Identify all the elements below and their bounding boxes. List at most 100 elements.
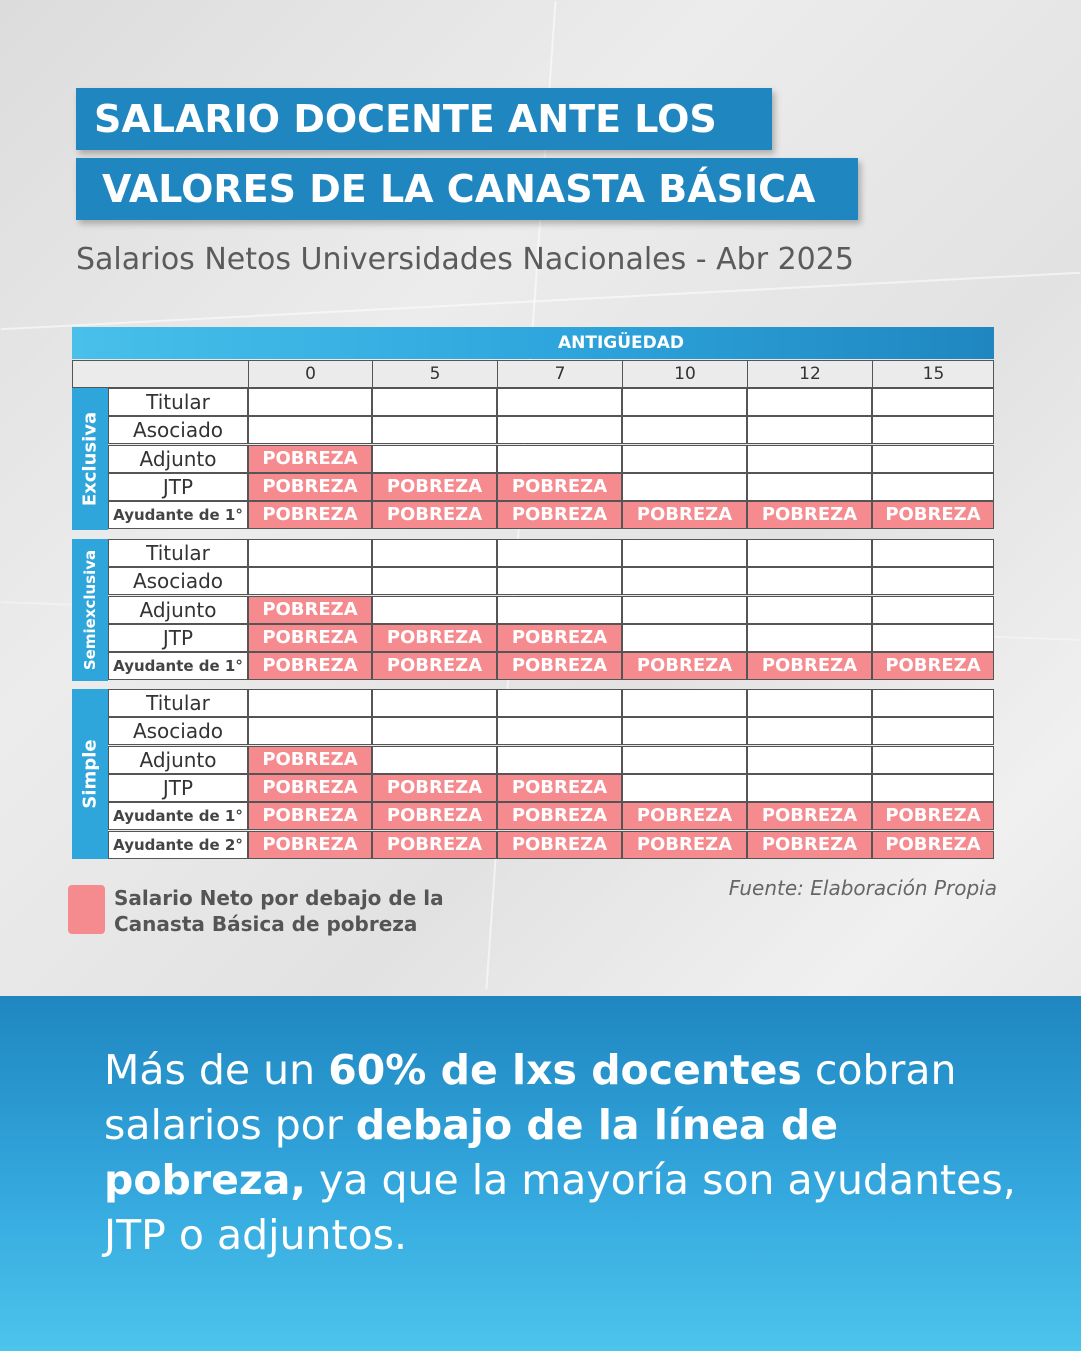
- group-label-simple: Simple: [72, 689, 108, 859]
- legend-text: Salario Neto por debajo de la Canasta Bá…: [114, 886, 444, 936]
- table-cell: [248, 539, 372, 567]
- table-row: Ayudante de 1° POBREZA POBREZA POBREZA POBRE…: [108, 501, 994, 530]
- poverty-cell: POBREZA: [372, 501, 497, 530]
- row-label: Asociado: [108, 416, 248, 445]
- table-cell: [622, 444, 747, 473]
- group-semiexclusiva: Semiexclusiva Titular Asociado Adjunto POBRE…: [72, 539, 994, 681]
- message-text: Más de un: [104, 1046, 329, 1094]
- table-cell: [372, 717, 497, 746]
- table-cell: [872, 539, 994, 567]
- poverty-cell: POBREZA: [747, 652, 872, 681]
- table-row: Adjunto POBREZA: [108, 444, 994, 473]
- table-cell: [872, 567, 994, 596]
- poverty-cell: POBREZA: [872, 652, 994, 681]
- table-cell: [622, 717, 747, 746]
- table-cell: [747, 567, 872, 596]
- table-cell: [872, 773, 994, 802]
- poverty-cell: POBREZA: [497, 773, 622, 802]
- poverty-cell: POBREZA: [497, 802, 622, 831]
- table-row: Adjunto POBREZA: [108, 745, 994, 774]
- poverty-cell: POBREZA: [248, 595, 372, 624]
- column-header-0: 0: [248, 361, 372, 387]
- table-cell: [622, 416, 747, 445]
- message-text: cobran salarios por: [104, 1046, 957, 1149]
- table-cell: [872, 388, 994, 416]
- table-cell: [747, 388, 872, 416]
- table-cell: [622, 773, 747, 802]
- table-cell: [622, 745, 747, 774]
- group-exclusiva: Exclusiva Titular Asociado Adjunto POBREZA JT…: [72, 388, 994, 530]
- table-row: Ayudante de 1° POBREZA POBREZA POBREZA POBRE…: [108, 802, 994, 831]
- table-cell: [497, 388, 622, 416]
- table-cell: [747, 773, 872, 802]
- poverty-cell: POBREZA: [622, 830, 747, 859]
- row-label: Ayudante de 1°: [108, 652, 248, 681]
- table-cell: [497, 416, 622, 445]
- poverty-cell: POBREZA: [248, 472, 372, 501]
- group-label-exclusiva: Exclusiva: [72, 388, 108, 530]
- table-cell: [872, 595, 994, 624]
- poverty-cell: POBREZA: [872, 802, 994, 831]
- group-simple: Simple Titular Asociado Adjunto POBREZA JTP PO…: [72, 689, 994, 859]
- table-cell: [872, 472, 994, 501]
- table-row: Ayudante de 2° POBREZA POBREZA POBREZA POBRE…: [108, 830, 994, 859]
- table-row: Adjunto POBREZA: [108, 595, 994, 624]
- table-cell: [622, 689, 747, 717]
- table-cell: [622, 567, 747, 596]
- table-cell: [872, 745, 994, 774]
- column-header-10: 10: [622, 361, 747, 387]
- poverty-cell: POBREZA: [248, 830, 372, 859]
- poverty-cell: POBREZA: [372, 652, 497, 681]
- table-row: Asociado: [108, 717, 994, 746]
- column-header-7: 7: [497, 361, 622, 387]
- poverty-cell: POBREZA: [372, 623, 497, 652]
- table-cell: [248, 388, 372, 416]
- table-cell: [372, 595, 497, 624]
- table-row: Asociado: [108, 416, 994, 445]
- row-label: Ayudante de 1°: [108, 501, 248, 530]
- table-cell: [872, 689, 994, 717]
- message-emphasis: debajo de la línea de pobreza,: [104, 1101, 839, 1204]
- antiguedad-header: ANTIGÜEDAD: [72, 327, 994, 359]
- poverty-cell: POBREZA: [872, 830, 994, 859]
- table-cell: [248, 416, 372, 445]
- row-label: JTP: [108, 623, 248, 652]
- row-label: JTP: [108, 472, 248, 501]
- table-cell: [497, 595, 622, 624]
- poverty-cell: POBREZA: [372, 472, 497, 501]
- table-cell: [747, 595, 872, 624]
- table-cell: [747, 745, 872, 774]
- table-cell: [872, 623, 994, 652]
- row-label: Titular: [108, 689, 248, 717]
- poverty-cell: POBREZA: [747, 501, 872, 530]
- row-label: Asociado: [108, 717, 248, 746]
- row-label: Adjunto: [108, 444, 248, 473]
- table-cell: [747, 689, 872, 717]
- table-row: Ayudante de 1° POBREZA POBREZA POBREZA POBRE…: [108, 652, 994, 681]
- poverty-cell: POBREZA: [622, 501, 747, 530]
- poverty-cell: POBREZA: [747, 830, 872, 859]
- bottom-message: Más de un 60% de lxs docentes cobran sal…: [104, 1043, 1044, 1263]
- table-cell: [248, 717, 372, 746]
- table-cell: [497, 745, 622, 774]
- table-cell: [622, 595, 747, 624]
- table-cell: [622, 623, 747, 652]
- table-cell: [622, 472, 747, 501]
- table-cell: [622, 388, 747, 416]
- table-cell: [497, 539, 622, 567]
- row-label: Adjunto: [108, 595, 248, 624]
- group-label-text: Semiexclusiva: [81, 549, 99, 670]
- table-cell: [747, 623, 872, 652]
- row-label: JTP: [108, 773, 248, 802]
- message-text: ya que la mayoría son ayudantes, JTP o a…: [104, 1156, 1016, 1259]
- poverty-cell: POBREZA: [497, 652, 622, 681]
- table-row: Titular: [108, 539, 994, 567]
- page-title-line-2: VALORES DE LA CANASTA BÁSICA: [76, 158, 858, 220]
- table-cell: [747, 416, 872, 445]
- table-row: JTP POBREZA POBREZA POBREZA: [108, 623, 994, 652]
- table-cell: [872, 717, 994, 746]
- table-cell: [372, 745, 497, 774]
- table-cell: [497, 689, 622, 717]
- bottom-banner: [0, 996, 1081, 1351]
- table-cell: [497, 717, 622, 746]
